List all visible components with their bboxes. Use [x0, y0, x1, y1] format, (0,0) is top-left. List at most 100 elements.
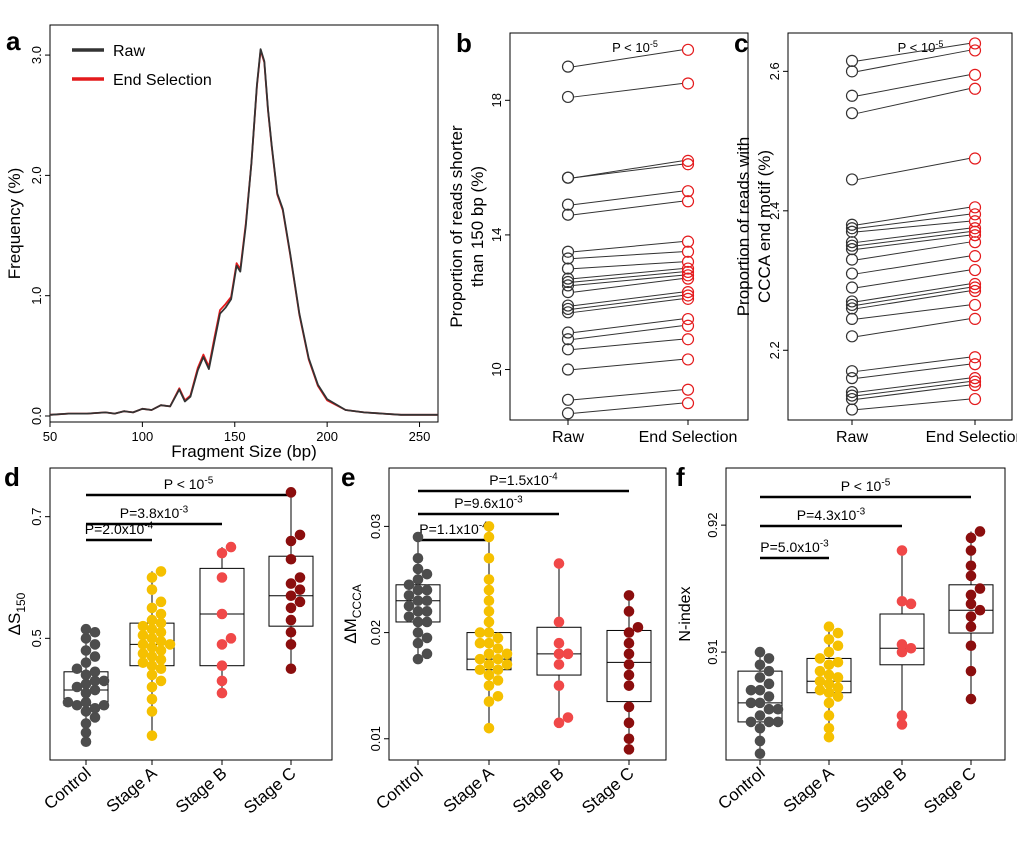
data-point	[137, 648, 149, 659]
x-tick-label: Stage A	[780, 763, 838, 816]
data-point	[80, 678, 92, 690]
pair-connector	[573, 298, 683, 313]
data-point	[832, 640, 844, 652]
point-raw	[561, 306, 575, 319]
data-point	[421, 606, 433, 617]
data-point	[483, 637, 495, 649]
series-line-raw	[49, 48, 438, 416]
point-raw	[845, 392, 859, 406]
pair-connector	[573, 291, 683, 307]
data-point	[216, 547, 228, 559]
pair-connector	[857, 318, 970, 337]
y-tick-label: 1.0	[29, 287, 44, 305]
data-point	[285, 639, 297, 650]
point-end-selection	[681, 262, 695, 275]
data-point	[89, 684, 101, 696]
data-point	[814, 675, 826, 687]
data-point	[823, 687, 835, 699]
y-tick-label: 0.7	[29, 508, 44, 526]
data-point	[146, 623, 158, 635]
data-point	[294, 596, 306, 608]
data-point	[814, 653, 826, 664]
point-raw	[845, 281, 859, 294]
data-point	[483, 606, 495, 617]
data-point	[623, 648, 635, 660]
data-point	[412, 584, 424, 596]
pair-connector	[857, 377, 970, 393]
y-tick-label: 0.0	[29, 407, 44, 425]
pair-connector	[573, 271, 683, 283]
point-raw	[561, 275, 575, 289]
point-raw	[561, 286, 575, 299]
data-point	[562, 648, 574, 660]
point-raw	[845, 65, 859, 78]
data-point	[754, 735, 766, 747]
data-point	[285, 602, 297, 614]
data-point	[492, 643, 504, 654]
data-point	[216, 660, 228, 672]
x-tick-label: End Selection	[639, 429, 738, 446]
x-tick-label: Stage B	[172, 764, 231, 817]
panel-letter: f	[676, 462, 685, 492]
data-point	[474, 653, 486, 665]
point-raw	[561, 252, 575, 265]
pair-connector	[573, 241, 683, 253]
data-point	[146, 681, 158, 693]
point-end-selection	[681, 383, 695, 396]
pair-connector	[573, 261, 683, 270]
data-point	[763, 703, 775, 715]
data-point	[80, 645, 92, 656]
data-point	[763, 665, 775, 677]
data-point	[146, 651, 158, 662]
data-point	[421, 616, 433, 628]
y-tick-label: 3.0	[29, 46, 44, 64]
data-point	[483, 616, 495, 628]
plot-frame	[49, 24, 439, 423]
data-point	[80, 633, 92, 644]
data-point	[745, 716, 757, 728]
y-tick-label: 0.91	[705, 639, 720, 664]
data-point	[421, 632, 433, 644]
point-end-selection	[681, 265, 695, 279]
panel-c: c 2.2 2.4 2.6 Raw End Selection Proportion of …	[734, 28, 1017, 446]
data-point	[623, 637, 635, 649]
data-point	[80, 696, 92, 708]
comparison-p-value: P=3.8x10-3	[120, 504, 189, 521]
pair-connector	[857, 88, 970, 114]
point-end-selection	[968, 312, 982, 325]
x-tick-label: Control	[372, 764, 426, 814]
data-point	[965, 545, 977, 556]
data-point	[623, 744, 635, 755]
y-tick-label: 14	[489, 228, 504, 242]
data-point	[905, 598, 917, 610]
point-raw	[561, 171, 575, 184]
data-point	[89, 675, 101, 687]
data-point	[155, 663, 167, 675]
pair-connector	[857, 231, 970, 247]
plot-frame	[725, 467, 1006, 761]
x-tick-label: Control	[714, 764, 768, 814]
data-point	[412, 653, 424, 665]
pair-connector	[857, 269, 970, 289]
data-point	[80, 669, 92, 681]
y-axis-title-line: Proportion of reads with	[734, 137, 753, 317]
pair-connector	[857, 304, 970, 320]
data-point	[553, 616, 565, 628]
data-point	[832, 627, 844, 639]
data-point	[553, 680, 565, 691]
comparison-p-value: P=1.5x10-4	[489, 471, 558, 488]
point-end-selection	[968, 152, 982, 165]
comparison-p-value: P=4.3x10-3	[797, 506, 866, 523]
data-point	[89, 712, 101, 723]
point-end-selection	[681, 154, 695, 167]
data-point	[80, 657, 92, 668]
point-end-selection	[968, 68, 982, 81]
x-tick-label: 100	[132, 429, 154, 444]
panel-b: b 10 14 18 Raw End Selection Proportion of rea…	[447, 28, 749, 446]
data-point	[905, 642, 917, 654]
y-tick-label: 18	[489, 93, 504, 107]
panel-letter: b	[456, 28, 472, 58]
data-point	[146, 660, 158, 672]
data-point	[285, 626, 297, 638]
data-point	[137, 629, 149, 641]
